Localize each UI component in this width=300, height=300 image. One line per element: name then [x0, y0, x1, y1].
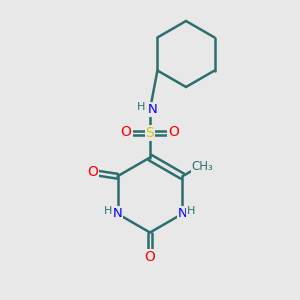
Text: O: O [121, 125, 131, 139]
Text: N: N [178, 207, 188, 220]
Text: N: N [112, 207, 122, 220]
Text: H: H [104, 206, 112, 216]
Text: O: O [145, 250, 155, 264]
Text: N: N [148, 103, 157, 116]
Text: O: O [169, 125, 179, 139]
Text: H: H [187, 206, 196, 216]
Text: O: O [87, 165, 98, 179]
Text: H: H [137, 101, 145, 112]
Text: S: S [146, 126, 154, 140]
Text: CH₃: CH₃ [192, 160, 214, 172]
